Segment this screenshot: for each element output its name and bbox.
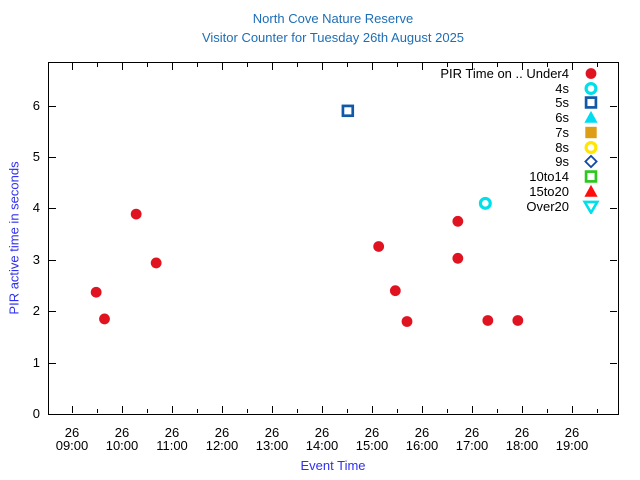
- x-tick-label: 26 13:00: [255, 425, 289, 453]
- legend-item-pir-time-on-under4: PIR Time on .. Under4: [440, 66, 600, 81]
- legend-item-7s: 7s: [440, 125, 600, 140]
- data-point: [389, 285, 401, 297]
- legend-item-over20: Over20: [440, 199, 600, 214]
- x-tick-label: 26 16:00: [405, 425, 439, 453]
- y-tick-label: 1: [32, 354, 40, 370]
- legend-marker-icon: [582, 125, 600, 140]
- legend-marker-shape: [584, 96, 598, 110]
- legend-marker-shape: [584, 184, 598, 197]
- x-tick-label: 26 12:00: [205, 425, 239, 453]
- legend-item-5s: 5s: [440, 95, 600, 111]
- x-tick-label: 26 18:00: [505, 425, 539, 453]
- legend-label: 7s: [555, 124, 569, 140]
- x-tick-label: 26 09:00: [55, 425, 89, 453]
- chart-legend: PIR Time on .. Under4 4s 5s 6s 7s 8s 9s 10to14 1…: [440, 66, 600, 214]
- legend-label: PIR Time on .. Under4: [440, 65, 569, 81]
- legend-label: 8s: [555, 139, 569, 155]
- y-tick-label: 3: [32, 251, 40, 267]
- legend-item-10to14: 10to14: [440, 169, 600, 184]
- legend-item-4s: 4s: [440, 81, 600, 96]
- legend-item-15to20: 15to20: [440, 184, 600, 199]
- data-point: [482, 315, 494, 326]
- data-point: [512, 315, 524, 326]
- legend-label: 10to14: [529, 169, 569, 185]
- legend-label: Over20: [526, 198, 569, 214]
- x-tick-label: 26 10:00: [105, 425, 139, 453]
- legend-marker-icon: [582, 95, 600, 110]
- data-point: [452, 215, 464, 227]
- legend-marker-shape: [584, 81, 598, 95]
- legend-marker-shape: [584, 155, 598, 169]
- data-point: [341, 104, 355, 118]
- data-point: [90, 286, 102, 298]
- legend-label: 6s: [555, 110, 569, 126]
- legend-label: 15to20: [529, 184, 569, 200]
- x-axis-title: Event Time: [300, 458, 366, 473]
- legend-item-6s: 6s: [440, 110, 600, 125]
- x-tick-label: 26 11:00: [156, 425, 188, 453]
- legend-marker-icon: [582, 110, 600, 125]
- data-point: [99, 313, 110, 325]
- x-tick-label: 26 14:00: [305, 425, 339, 453]
- legend-marker-icon: [582, 169, 600, 184]
- y-tick-label: 0: [32, 406, 40, 421]
- legend-marker-icon: [582, 184, 600, 199]
- x-tick-label: 26 19:00: [555, 425, 589, 453]
- y-tick-label: 4: [32, 200, 40, 216]
- y-tick-label: 6: [32, 97, 40, 113]
- legend-marker-shape: [585, 126, 597, 139]
- x-tick-label: 26 15:00: [355, 425, 389, 453]
- legend-marker-icon: [582, 199, 600, 214]
- legend-label: 4s: [555, 80, 569, 96]
- legend-marker-shape: [584, 111, 598, 123]
- data-point: [401, 316, 413, 327]
- data-point: [150, 257, 162, 269]
- legend-marker-icon: [582, 66, 600, 81]
- legend-marker-shape: [584, 170, 598, 184]
- x-tick-label: 26 17:00: [455, 425, 489, 453]
- legend-marker-icon: [582, 81, 600, 96]
- legend-marker-icon: [582, 140, 600, 155]
- data-point: [130, 208, 142, 220]
- chart-title-line1: North Cove Nature Reserve: [252, 11, 414, 26]
- legend-item-8s: 8s: [440, 140, 600, 155]
- legend-label: 5s: [555, 95, 569, 111]
- legend-marker-shape: [582, 200, 600, 214]
- legend-marker-shape: [585, 67, 597, 79]
- chart-title-line2: Visitor Counter for Tuesday 26th August …: [201, 30, 465, 45]
- plot-border: [48, 62, 619, 415]
- legend-marker-icon: [582, 154, 600, 169]
- y-tick-label: 2: [32, 303, 40, 319]
- legend-label: 9s: [555, 154, 569, 170]
- y-axis-title: PIR active time in seconds: [6, 161, 22, 315]
- legend-marker-shape: [584, 140, 598, 154]
- y-tick-label: 5: [32, 149, 40, 165]
- data-point: [452, 252, 464, 264]
- data-point: [478, 196, 492, 210]
- legend-item-9s: 9s: [440, 154, 600, 170]
- data-point: [373, 241, 385, 252]
